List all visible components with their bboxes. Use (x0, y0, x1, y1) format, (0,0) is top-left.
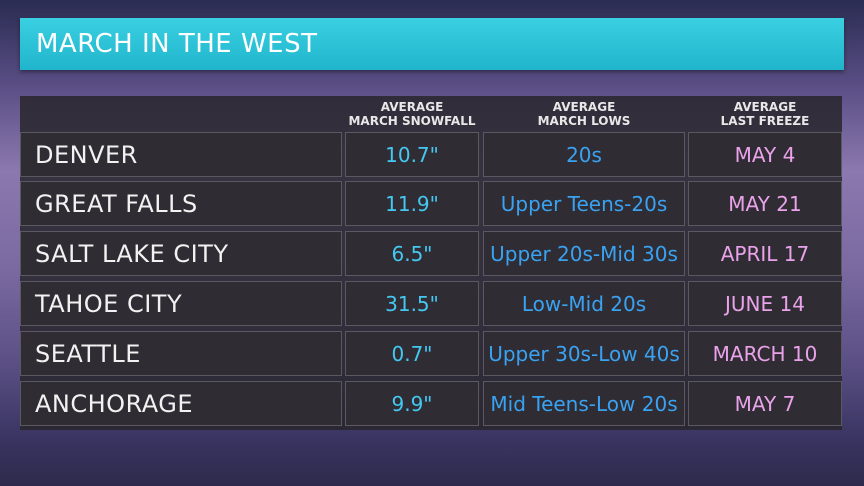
table-cell: APRIL 17 (688, 231, 842, 276)
table-cell: 6.5" (345, 231, 479, 276)
table-cell: MAY 7 (688, 381, 842, 426)
table-cell: Upper 30s-Low 40s (483, 331, 685, 376)
row-label: ANCHORAGE (20, 381, 342, 426)
row-label: DENVER (20, 132, 342, 177)
table-cell: MAY 4 (688, 132, 842, 177)
table-cell: Mid Teens-Low 20s (483, 381, 685, 426)
table-cell: Low-Mid 20s (483, 281, 685, 326)
row-label: SALT LAKE CITY (20, 231, 342, 276)
table-cell: 11.9" (345, 181, 479, 226)
title: MARCH IN THE WEST (36, 29, 318, 59)
table-cell: MAY 21 (688, 181, 842, 226)
table-cell: 9.9" (345, 381, 479, 426)
table-cell: 10.7" (345, 132, 479, 177)
column-header: MARCH LOWS (537, 114, 631, 128)
row-label: SEATTLE (20, 331, 342, 376)
column-header: AVERAGE (380, 100, 444, 114)
table-cell: 31.5" (345, 281, 479, 326)
column-header: MARCH SNOWFALL (348, 114, 476, 128)
table-cell: Upper Teens-20s (483, 181, 685, 226)
table-cell: MARCH 10 (688, 331, 842, 376)
table-cell: JUNE 14 (688, 281, 842, 326)
title-bar: MARCH IN THE WEST (20, 18, 844, 70)
table-cell: Upper 20s-Mid 30s (483, 231, 685, 276)
column-header: AVERAGE (733, 100, 797, 114)
column-header: AVERAGE (552, 100, 616, 114)
table-cell: 0.7" (345, 331, 479, 376)
column-header: LAST FREEZE (720, 114, 810, 128)
table-cell: 20s (483, 132, 685, 177)
row-label: TAHOE CITY (20, 281, 342, 326)
row-label: GREAT FALLS (20, 181, 342, 226)
